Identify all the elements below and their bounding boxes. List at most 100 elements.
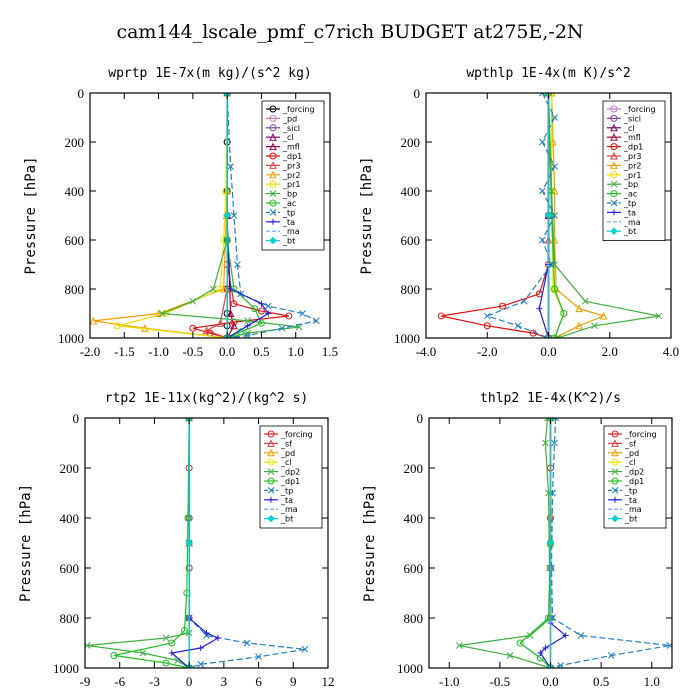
series-line-dp1 xyxy=(113,418,190,668)
legend-entry: _tp xyxy=(624,486,637,495)
legend-entry: _dp1 xyxy=(624,477,644,486)
series-marker xyxy=(227,286,234,292)
legend-entry: _cl xyxy=(623,124,635,133)
x-tick-label: 1.0 xyxy=(644,674,660,689)
y-tick-label: 400 xyxy=(65,184,85,199)
series-marker xyxy=(285,312,293,320)
legend-entry: _cl xyxy=(282,133,294,142)
series-marker xyxy=(548,261,555,268)
legend-entry: _ac xyxy=(282,199,296,208)
x-tick-label: -1.5 xyxy=(114,344,135,359)
legend-entry: _dp1 xyxy=(282,152,302,161)
legend-entry: _ma xyxy=(623,218,641,227)
series-marker xyxy=(545,334,552,338)
legend-marker xyxy=(269,199,277,207)
legend-entry: _cl xyxy=(624,458,636,467)
legend-marker xyxy=(267,448,275,457)
series-marker xyxy=(539,236,546,244)
x-tick-label: 3 xyxy=(221,674,228,689)
y-tick-label: 800 xyxy=(60,611,80,626)
series-marker xyxy=(551,285,559,293)
series-line-ta xyxy=(170,418,220,668)
legend-entry: _mfl xyxy=(623,133,641,142)
series-marker xyxy=(551,334,559,338)
legend-marker xyxy=(610,190,618,198)
series-line-dp2 xyxy=(459,418,552,668)
series-marker xyxy=(312,317,320,325)
series-marker xyxy=(551,261,558,268)
panel-title: wpthlp 1E-4x(m K)/s^2 xyxy=(466,66,630,81)
legend-entry: _sf xyxy=(624,439,636,448)
series-marker xyxy=(548,564,555,572)
legend-marker xyxy=(610,114,618,122)
x-tick-label: 0.0 xyxy=(542,674,558,689)
y-tick-label: 1000 xyxy=(53,661,79,676)
series-line-tp xyxy=(550,418,671,668)
x-tick-label: -6 xyxy=(114,674,125,689)
y-tick-label: 400 xyxy=(404,511,424,526)
series-line-dp2 xyxy=(87,418,190,668)
series-marker xyxy=(551,439,558,447)
x-tick-label: -2.0 xyxy=(477,344,498,359)
series-marker xyxy=(222,187,230,195)
series-marker xyxy=(546,539,555,547)
panels: wprtp 1E-7x(m kg)/(s^2 kg) Pressure [hPa]… xyxy=(18,66,679,689)
legend-entry: _pr1 xyxy=(623,171,641,180)
series-marker xyxy=(168,650,175,656)
series-marker xyxy=(483,322,491,330)
x-tick-label: 0.0 xyxy=(219,344,235,359)
y-tick-label: 0 xyxy=(414,86,421,101)
legend-box xyxy=(602,100,666,242)
y-tick-label: 800 xyxy=(404,611,424,626)
series-marker xyxy=(539,138,546,146)
y-tick-label: 800 xyxy=(65,282,85,297)
series-line-pr1 xyxy=(550,93,565,338)
legend-marker xyxy=(269,180,277,188)
series-marker xyxy=(154,309,163,317)
legend-marker xyxy=(270,218,276,225)
y-tick-label: 600 xyxy=(401,233,421,248)
legend-entry: _ac xyxy=(623,190,637,199)
legend-entry: _pr2 xyxy=(623,161,641,170)
legend-entry: _mfl xyxy=(282,143,300,152)
y-tick-label: 0 xyxy=(73,411,80,426)
series-marker xyxy=(257,307,265,315)
series-marker xyxy=(223,211,231,220)
legend-marker xyxy=(269,190,277,197)
legend-entry: _ta xyxy=(624,496,637,505)
x-tick-label: 9 xyxy=(290,674,297,689)
series-marker xyxy=(258,300,265,307)
series-marker xyxy=(506,652,514,659)
y-axis-label: Pressure [hPa] xyxy=(359,156,375,274)
legend-marker xyxy=(610,171,618,179)
series-marker xyxy=(591,322,598,330)
panel-title: rtp2 1E-11x(kg^2)/(kg^2 s) xyxy=(105,391,309,406)
panel-title: thlp2 1E-4x(K^2)/s xyxy=(480,391,621,406)
legend-marker xyxy=(269,124,277,132)
chart-panel-2: wpthlp 1E-4x(m K)/s^2 Pressure [hPa] -4.0 -… xyxy=(359,66,679,359)
series-marker xyxy=(255,653,262,661)
legend-entry: _pr3 xyxy=(282,161,300,170)
legend-marker xyxy=(610,133,618,141)
legend-marker xyxy=(610,123,618,132)
series-marker xyxy=(265,310,272,317)
series-marker xyxy=(226,309,235,317)
legend-entry: _ma xyxy=(280,505,298,514)
legend-marker xyxy=(267,477,275,485)
legend-entry: _forcing xyxy=(623,105,656,114)
series-marker xyxy=(607,652,615,659)
series-marker xyxy=(551,114,558,121)
legend-marker xyxy=(269,209,277,216)
x-tick-label: -4.0 xyxy=(416,344,437,359)
series-marker xyxy=(655,312,663,320)
panel-title: wprtp 1E-7x(m kg)/(s^2 kg) xyxy=(108,66,312,81)
y-tick-label: 200 xyxy=(401,135,421,150)
series-marker xyxy=(301,645,309,653)
series-marker xyxy=(162,659,170,667)
series-marker xyxy=(551,163,558,170)
x-tick-label: 4.0 xyxy=(663,344,679,359)
y-tick-label: 1000 xyxy=(397,661,423,676)
legend-entry: _tp xyxy=(282,208,295,217)
legend: _forcing_sf_pd_cl_dp2_dp1_tp_ta_ma_bt xyxy=(603,425,667,529)
legend-entry: _ta xyxy=(623,208,636,217)
